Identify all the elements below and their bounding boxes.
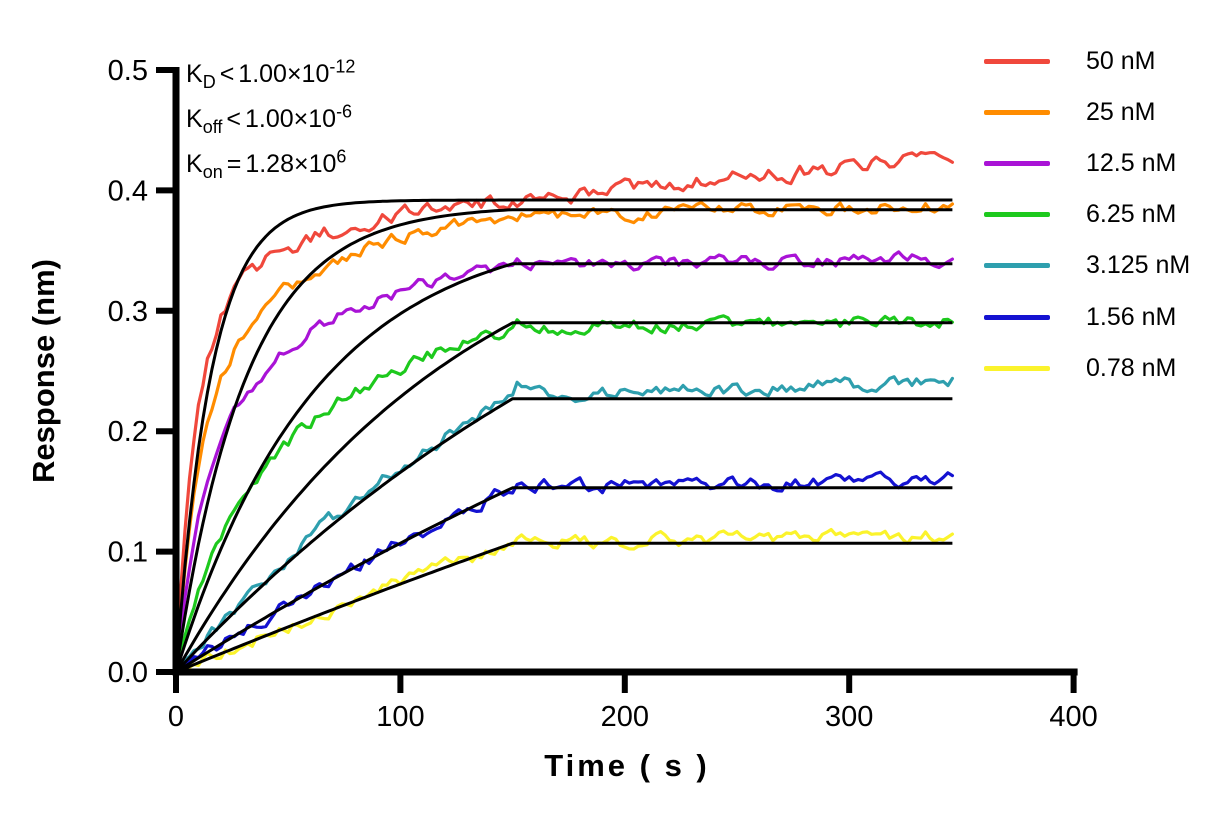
y-tick-label: 0.2	[108, 416, 148, 448]
legend-label: 25 nM	[1086, 97, 1156, 126]
legend-item-25-nM: 25 nM	[984, 97, 1155, 127]
legend-swatch	[984, 365, 1050, 371]
fit-curve-25-nM	[174, 208, 953, 673]
legend-item-0-78-nM: 0.78 nM	[984, 353, 1176, 383]
fit-curve-6-25-nM	[174, 321, 953, 673]
legend-swatch	[984, 109, 1050, 115]
x-tick-label: 200	[601, 701, 649, 733]
legend-item-50-nM: 50 nM	[984, 46, 1155, 76]
y-tick-label: 0.1	[108, 537, 148, 569]
data-curves	[174, 151, 955, 674]
annotation-line: Koff <1.00×10-6	[186, 101, 353, 137]
series-curve-6-25-nM	[174, 314, 955, 674]
kinetics-annotation: KD <1.00×10-12 Koff <1.00×10-6 Kon = 1.28×106	[186, 52, 355, 187]
legend-label: 12.5 nM	[1086, 148, 1177, 177]
series-curve-0-78-nM	[174, 527, 955, 674]
fit-curve-0-78-nM	[175, 541, 953, 674]
y-tick-label: 0.3	[108, 296, 148, 328]
series-curve-50-nM	[174, 151, 955, 674]
series-curve-12-5-nM	[174, 250, 955, 674]
y-tick-label: 0.4	[108, 175, 148, 207]
legend-swatch	[984, 58, 1050, 64]
legend-swatch	[984, 314, 1050, 320]
y-axis-title: Response (nm)	[26, 259, 61, 483]
x-axis-title: Time ( s )	[544, 748, 710, 783]
fit-curve-3-125-nM	[174, 397, 953, 674]
annotation-line: Kon = 1.28×106	[186, 146, 347, 182]
legend-item-3-125-nM: 3.125 nM	[984, 251, 1190, 281]
legend-label: 50 nM	[1086, 46, 1156, 75]
x-tick-label: 100	[376, 701, 424, 733]
annotation-line: KD <1.00×10-12	[186, 56, 356, 92]
legend-label: 0.78 nM	[1086, 353, 1177, 382]
x-tick-label: 400	[1049, 701, 1097, 733]
legend-item-6-25-nM: 6.25 nM	[984, 200, 1176, 230]
x-tick-label: 0	[168, 701, 184, 733]
legend-label: 6.25 nM	[1086, 200, 1177, 229]
legend-item-1-56-nM: 1.56 nM	[984, 302, 1176, 332]
fit-curve-50-nM	[174, 198, 953, 673]
legend-item-12-5-nM: 12.5 nM	[984, 148, 1176, 178]
legend-swatch	[984, 212, 1050, 218]
fit-curve-12-5-nM	[174, 262, 953, 673]
legend-swatch	[984, 263, 1050, 269]
series-curve-3-125-nM	[174, 375, 955, 674]
legend-label: 1.56 nM	[1086, 302, 1177, 331]
fit-curve-1-56-nM	[175, 486, 953, 674]
x-tick-label: 300	[825, 701, 873, 733]
legend-swatch	[984, 160, 1050, 166]
fit-curves	[174, 198, 953, 674]
legend-label: 3.125 nM	[1086, 251, 1191, 280]
y-tick-label: 0.0	[108, 657, 148, 689]
axes: 0.0 0.1 0.2 0.3 0.4 0.5 0 100 200 300 400	[108, 55, 1098, 733]
y-tick-label: 0.5	[108, 55, 148, 87]
